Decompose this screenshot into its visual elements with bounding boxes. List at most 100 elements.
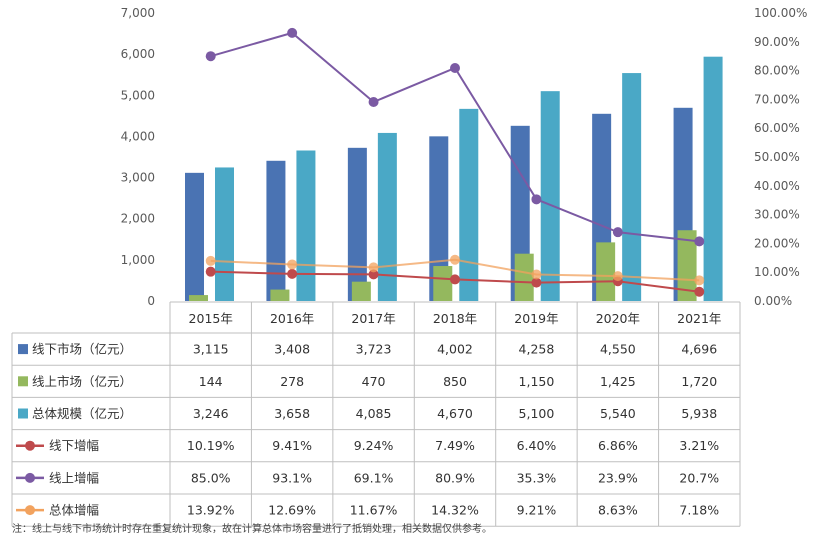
bar-offline-market xyxy=(347,147,367,301)
table-cell-value: 7.49% xyxy=(435,438,475,453)
bar-online-market xyxy=(270,289,290,301)
table-cell-value: 5,100 xyxy=(519,406,555,421)
legend-swatch xyxy=(18,408,28,419)
right-axis-tick-label: 0.00% xyxy=(754,294,792,308)
table-cell-value: 69.1% xyxy=(354,470,394,485)
line-point xyxy=(368,269,379,280)
table-cell-value: 3,246 xyxy=(193,406,229,421)
table-cell-value: 6.40% xyxy=(517,438,557,453)
table-cell-value: 7.18% xyxy=(679,503,719,518)
table-cell-value: 4,258 xyxy=(519,342,555,357)
line-point xyxy=(205,266,216,277)
table-cell-value: 9.21% xyxy=(517,503,557,518)
right-axis-tick-label: 20.00% xyxy=(754,236,800,250)
table-cell-value: 5,540 xyxy=(600,406,636,421)
legend-swatch xyxy=(18,376,28,387)
table-cell-value: 6.86% xyxy=(598,438,638,453)
table-cell-value: 14.32% xyxy=(431,503,479,518)
line-point xyxy=(612,227,623,238)
category-label: 2015年 xyxy=(189,311,233,326)
category-label: 2020年 xyxy=(596,311,640,326)
left-axis-tick-label: 3,000 xyxy=(121,171,155,185)
table-cell-value: 4,696 xyxy=(681,342,717,357)
line-point xyxy=(531,277,542,288)
table-cell-value: 1,720 xyxy=(681,374,717,389)
left-axis-tick-label: 0 xyxy=(147,294,155,308)
right-axis-tick-label: 100.00% xyxy=(754,6,807,20)
right-axis-tick-label: 70.00% xyxy=(754,92,800,106)
left-axis-tick-label: 4,000 xyxy=(121,129,155,143)
legend-label: 总体规模（亿元） xyxy=(32,406,132,421)
right-axis-tick-label: 50.00% xyxy=(754,150,800,164)
table-cell-value: 13.92% xyxy=(187,503,235,518)
legend-marker xyxy=(25,472,35,483)
table-cell-value: 470 xyxy=(362,374,386,389)
category-label: 2021年 xyxy=(677,311,721,326)
table-cell-value: 9.41% xyxy=(272,438,312,453)
legend-label: 线下市场（亿元） xyxy=(32,342,132,357)
bar-total-scale xyxy=(215,167,234,301)
line-point xyxy=(287,27,298,38)
category-label: 2018年 xyxy=(433,311,477,326)
category-label: 2016年 xyxy=(270,311,314,326)
table-cell-value: 4,670 xyxy=(437,406,473,421)
table-cell-value: 8.63% xyxy=(598,503,638,518)
left-axis-tick-label: 1,000 xyxy=(121,253,155,267)
table-cell-value: 850 xyxy=(443,374,467,389)
table-cell-value: 278 xyxy=(280,374,304,389)
line-point xyxy=(205,51,216,62)
legend-label: 线上市场（亿元） xyxy=(32,374,132,389)
bar-online-market xyxy=(596,242,616,301)
bar-online-market xyxy=(433,266,453,301)
line-point xyxy=(531,269,542,280)
bar-total-scale xyxy=(459,108,479,301)
table-cell-value: 4,085 xyxy=(356,406,392,421)
table-cell-value: 3,658 xyxy=(274,406,310,421)
legend-marker xyxy=(25,440,35,451)
table-cell-value: 144 xyxy=(199,374,223,389)
table-cell-value: 3,723 xyxy=(356,342,392,357)
line-point xyxy=(450,254,460,265)
table-cell-value: 12.69% xyxy=(268,503,316,518)
bar-offline-market xyxy=(266,160,286,301)
table-cell-value: 3,115 xyxy=(193,342,229,357)
legend-label: 线下增幅 xyxy=(49,438,99,453)
table-cell-value: 20.7% xyxy=(679,470,719,485)
right-axis-tick-label: 80.00% xyxy=(754,64,800,78)
bar-total-scale xyxy=(540,91,560,302)
right-axis-tick-label: 10.00% xyxy=(754,265,800,279)
table-cell-value: 85.0% xyxy=(191,470,231,485)
bar-total-scale xyxy=(703,56,723,302)
bar-online-market xyxy=(351,281,371,301)
left-axis-tick-label: 7,000 xyxy=(121,6,155,20)
right-axis: 0.00% 10.00% 20.00% 30.00% 40.00% 50.00% 60.00… xyxy=(754,6,807,308)
category-label: 2019年 xyxy=(514,311,558,326)
line-point xyxy=(368,262,379,273)
left-axis-tick-label: 6,000 xyxy=(121,47,155,61)
table-cell-value: 3,408 xyxy=(274,342,310,357)
line-point xyxy=(450,63,460,74)
line-point xyxy=(694,286,705,297)
table-cell-value: 11.67% xyxy=(350,503,398,518)
right-axis-tick-label: 40.00% xyxy=(754,179,800,193)
line-point xyxy=(450,274,460,285)
table-cell-value: 93.1% xyxy=(272,470,312,485)
legend-swatch xyxy=(18,344,28,355)
table-cell-value: 5,938 xyxy=(681,406,717,421)
table-cell-value: 4,002 xyxy=(437,342,473,357)
table-cell-value: 1,150 xyxy=(519,374,555,389)
table-cell-value: 4,550 xyxy=(600,342,636,357)
table-cell-value: 9.24% xyxy=(354,438,394,453)
footnote: 注：线上与线下市场统计时存在重复统计现象，故在计算总体市场容量进行了抵销处理，相… xyxy=(12,522,492,535)
bar-total-scale xyxy=(377,132,397,301)
line-point xyxy=(287,259,298,270)
left-axis-tick-label: 5,000 xyxy=(121,88,155,102)
line-point xyxy=(205,255,216,266)
right-axis-tick-label: 90.00% xyxy=(754,35,800,49)
right-axis-tick-label: 30.00% xyxy=(754,208,800,222)
bar-total-scale xyxy=(296,150,316,301)
line-point xyxy=(612,271,623,282)
left-axis-tick-label: 2,000 xyxy=(121,212,155,226)
